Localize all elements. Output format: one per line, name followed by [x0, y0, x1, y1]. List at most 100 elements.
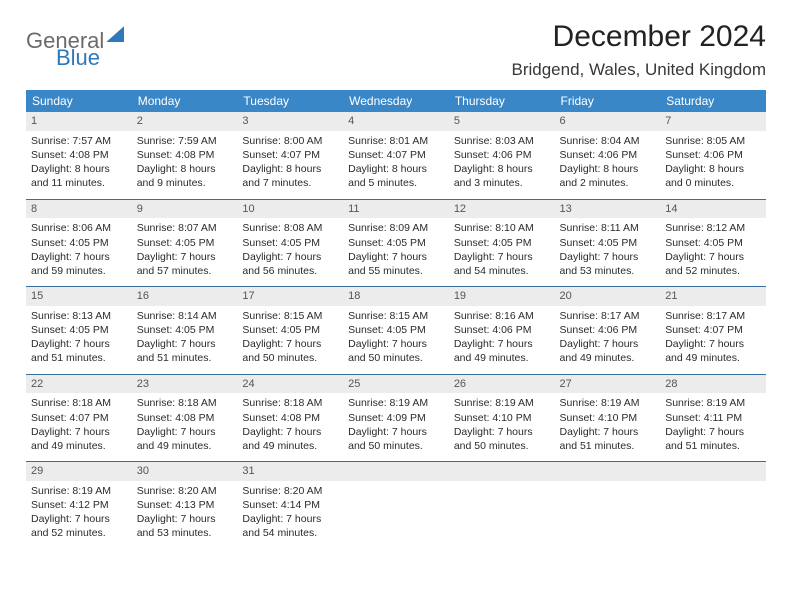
- sunrise-line: Sunrise: 7:59 AM: [137, 134, 233, 148]
- day-number: 29: [26, 462, 132, 481]
- daylight-line: Daylight: 8 hours and 5 minutes.: [348, 162, 444, 190]
- day-number: 22: [26, 375, 132, 394]
- calendar-cell: 21Sunrise: 8:17 AMSunset: 4:07 PMDayligh…: [660, 287, 766, 375]
- weekday-header: Thursday: [449, 90, 555, 112]
- sunset-line: Sunset: 4:08 PM: [137, 148, 233, 162]
- day-body: Sunrise: 7:57 AMSunset: 4:08 PMDaylight:…: [26, 131, 132, 199]
- sunset-line: Sunset: 4:13 PM: [137, 498, 233, 512]
- sunrise-line: Sunrise: 8:15 AM: [242, 309, 338, 323]
- day-body: Sunrise: 8:16 AMSunset: 4:06 PMDaylight:…: [449, 306, 555, 374]
- calendar-cell: 16Sunrise: 8:14 AMSunset: 4:05 PMDayligh…: [132, 287, 238, 375]
- day-body: Sunrise: 8:19 AMSunset: 4:10 PMDaylight:…: [555, 393, 661, 461]
- sunset-line: Sunset: 4:09 PM: [348, 411, 444, 425]
- sunrise-line: Sunrise: 8:18 AM: [137, 396, 233, 410]
- day-number: 1: [26, 112, 132, 131]
- daylight-line: Daylight: 8 hours and 9 minutes.: [137, 162, 233, 190]
- daylight-line: Daylight: 7 hours and 52 minutes.: [665, 250, 761, 278]
- sunrise-line: Sunrise: 8:13 AM: [31, 309, 127, 323]
- calendar-cell: [343, 462, 449, 549]
- day-body: Sunrise: 8:15 AMSunset: 4:05 PMDaylight:…: [237, 306, 343, 374]
- sunset-line: Sunset: 4:05 PM: [454, 236, 550, 250]
- sunset-line: Sunset: 4:05 PM: [348, 236, 444, 250]
- day-body: Sunrise: 8:11 AMSunset: 4:05 PMDaylight:…: [555, 218, 661, 286]
- day-body: Sunrise: 8:20 AMSunset: 4:13 PMDaylight:…: [132, 481, 238, 549]
- weekday-header: Sunday: [26, 90, 132, 112]
- sunset-line: Sunset: 4:11 PM: [665, 411, 761, 425]
- sunrise-line: Sunrise: 8:10 AM: [454, 221, 550, 235]
- daylight-line: Daylight: 7 hours and 49 minutes.: [665, 337, 761, 365]
- daylight-line: Daylight: 7 hours and 51 minutes.: [137, 337, 233, 365]
- day-number: 21: [660, 287, 766, 306]
- daylight-line: Daylight: 7 hours and 56 minutes.: [242, 250, 338, 278]
- calendar-body: 1Sunrise: 7:57 AMSunset: 4:08 PMDaylight…: [26, 112, 766, 549]
- empty-daybody: [660, 481, 766, 531]
- day-number: 10: [237, 200, 343, 219]
- sunrise-line: Sunrise: 8:14 AM: [137, 309, 233, 323]
- day-number: 6: [555, 112, 661, 131]
- daylight-line: Daylight: 8 hours and 11 minutes.: [31, 162, 127, 190]
- sunrise-line: Sunrise: 8:01 AM: [348, 134, 444, 148]
- calendar-cell: 11Sunrise: 8:09 AMSunset: 4:05 PMDayligh…: [343, 199, 449, 287]
- daylight-line: Daylight: 7 hours and 51 minutes.: [665, 425, 761, 453]
- calendar-cell: 13Sunrise: 8:11 AMSunset: 4:05 PMDayligh…: [555, 199, 661, 287]
- daylight-line: Daylight: 7 hours and 52 minutes.: [31, 512, 127, 540]
- calendar-cell: [449, 462, 555, 549]
- sunset-line: Sunset: 4:05 PM: [31, 236, 127, 250]
- day-body: Sunrise: 8:17 AMSunset: 4:06 PMDaylight:…: [555, 306, 661, 374]
- sunset-line: Sunset: 4:06 PM: [560, 148, 656, 162]
- sunset-line: Sunset: 4:05 PM: [242, 323, 338, 337]
- sunrise-line: Sunrise: 8:06 AM: [31, 221, 127, 235]
- day-body: Sunrise: 8:00 AMSunset: 4:07 PMDaylight:…: [237, 131, 343, 199]
- logo: General Blue: [26, 20, 124, 69]
- daylight-line: Daylight: 7 hours and 53 minutes.: [137, 512, 233, 540]
- day-number: 17: [237, 287, 343, 306]
- day-number: 25: [343, 375, 449, 394]
- day-body: Sunrise: 8:18 AMSunset: 4:08 PMDaylight:…: [132, 393, 238, 461]
- day-body: Sunrise: 8:15 AMSunset: 4:05 PMDaylight:…: [343, 306, 449, 374]
- day-body: Sunrise: 8:03 AMSunset: 4:06 PMDaylight:…: [449, 131, 555, 199]
- empty-daybody: [555, 481, 661, 531]
- calendar-cell: 5Sunrise: 8:03 AMSunset: 4:06 PMDaylight…: [449, 112, 555, 199]
- daylight-line: Daylight: 7 hours and 49 minutes.: [560, 337, 656, 365]
- sunset-line: Sunset: 4:12 PM: [31, 498, 127, 512]
- calendar-cell: 8Sunrise: 8:06 AMSunset: 4:05 PMDaylight…: [26, 199, 132, 287]
- daylight-line: Daylight: 7 hours and 50 minutes.: [454, 425, 550, 453]
- title-block: December 2024 Bridgend, Wales, United Ki…: [511, 20, 766, 80]
- daylight-line: Daylight: 7 hours and 49 minutes.: [31, 425, 127, 453]
- day-number: 9: [132, 200, 238, 219]
- sunrise-line: Sunrise: 8:08 AM: [242, 221, 338, 235]
- calendar-cell: 3Sunrise: 8:00 AMSunset: 4:07 PMDaylight…: [237, 112, 343, 199]
- daylight-line: Daylight: 7 hours and 50 minutes.: [348, 337, 444, 365]
- day-body: Sunrise: 8:04 AMSunset: 4:06 PMDaylight:…: [555, 131, 661, 199]
- location-heading: Bridgend, Wales, United Kingdom: [511, 60, 766, 80]
- sunrise-line: Sunrise: 7:57 AM: [31, 134, 127, 148]
- day-body: Sunrise: 8:17 AMSunset: 4:07 PMDaylight:…: [660, 306, 766, 374]
- empty-daynum: [660, 462, 766, 481]
- sunrise-line: Sunrise: 8:17 AM: [665, 309, 761, 323]
- daylight-line: Daylight: 8 hours and 3 minutes.: [454, 162, 550, 190]
- daylight-line: Daylight: 7 hours and 49 minutes.: [454, 337, 550, 365]
- day-body: Sunrise: 8:07 AMSunset: 4:05 PMDaylight:…: [132, 218, 238, 286]
- sunrise-line: Sunrise: 8:19 AM: [454, 396, 550, 410]
- sunset-line: Sunset: 4:08 PM: [31, 148, 127, 162]
- sunset-line: Sunset: 4:14 PM: [242, 498, 338, 512]
- day-body: Sunrise: 8:19 AMSunset: 4:09 PMDaylight:…: [343, 393, 449, 461]
- calendar-cell: 18Sunrise: 8:15 AMSunset: 4:05 PMDayligh…: [343, 287, 449, 375]
- day-number: 12: [449, 200, 555, 219]
- logo-sail-icon: [106, 26, 124, 42]
- calendar-cell: 22Sunrise: 8:18 AMSunset: 4:07 PMDayligh…: [26, 374, 132, 462]
- sunrise-line: Sunrise: 8:09 AM: [348, 221, 444, 235]
- sunset-line: Sunset: 4:05 PM: [560, 236, 656, 250]
- calendar-cell: 2Sunrise: 7:59 AMSunset: 4:08 PMDaylight…: [132, 112, 238, 199]
- calendar-cell: 29Sunrise: 8:19 AMSunset: 4:12 PMDayligh…: [26, 462, 132, 549]
- calendar-cell: 10Sunrise: 8:08 AMSunset: 4:05 PMDayligh…: [237, 199, 343, 287]
- day-body: Sunrise: 8:19 AMSunset: 4:12 PMDaylight:…: [26, 481, 132, 549]
- day-number: 4: [343, 112, 449, 131]
- daylight-line: Daylight: 8 hours and 2 minutes.: [560, 162, 656, 190]
- empty-daynum: [343, 462, 449, 481]
- sunset-line: Sunset: 4:07 PM: [348, 148, 444, 162]
- day-body: Sunrise: 8:18 AMSunset: 4:08 PMDaylight:…: [237, 393, 343, 461]
- day-body: Sunrise: 8:12 AMSunset: 4:05 PMDaylight:…: [660, 218, 766, 286]
- calendar-table: SundayMondayTuesdayWednesdayThursdayFrid…: [26, 90, 766, 549]
- sunrise-line: Sunrise: 8:07 AM: [137, 221, 233, 235]
